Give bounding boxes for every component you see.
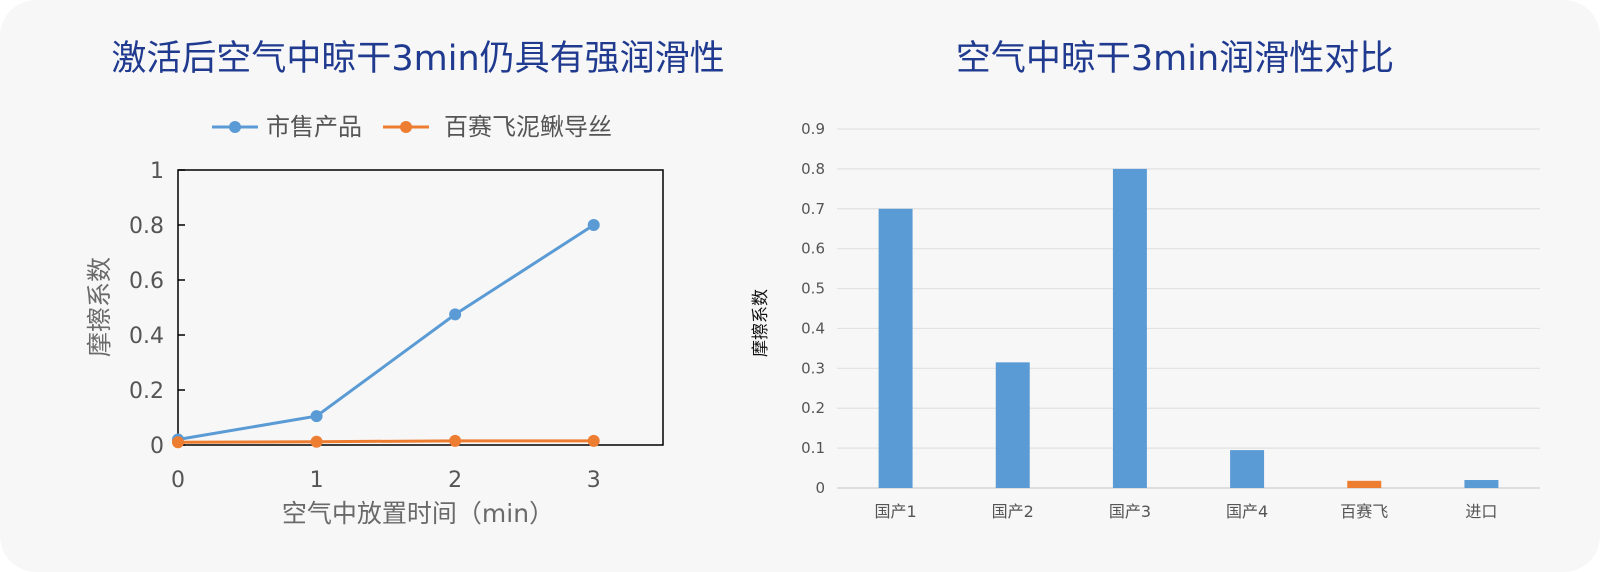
left-chart-title: 激活后空气中晾干3min仍具有强润滑性: [111, 39, 724, 79]
left-x-tick-label: 1: [310, 468, 324, 493]
right-bar-4: [1230, 450, 1265, 488]
right-category-label: 进口: [1465, 502, 1497, 521]
left-series-layer: [172, 219, 600, 449]
right-bar-1: [878, 208, 913, 488]
right-y-tick-label: 0.3: [801, 359, 825, 377]
right-bars-layer: [878, 168, 1499, 488]
right-y-ticks: 0 0.1 0.2 0.3 0.4 0.5 0.6 0.7 0.8 0.9: [801, 120, 825, 497]
left-y-tick-label: 0.4: [129, 324, 164, 349]
left-y-tick-label: 0.8: [129, 214, 164, 239]
left-series-2-point: [310, 435, 323, 448]
left-series-line-1: [177, 223, 595, 441]
legend-label-series-2: 百赛飞泥鳅导丝: [444, 113, 612, 141]
right-y-tick-label: 0.9: [801, 120, 825, 138]
left-y-axis-label: 摩擦系数: [85, 257, 114, 357]
left-y-tick-label: 1: [150, 159, 164, 184]
left-x-ticks: 0 1 2 3: [171, 438, 601, 493]
legend-marker-series-1: [229, 121, 241, 133]
right-y-tick-label: 0.5: [801, 280, 825, 298]
right-category-labels: 国产1 国产2 国产3 国产4 百赛飞 进口: [874, 502, 1497, 521]
right-bar-2: [995, 362, 1030, 488]
left-series-1-point: [449, 308, 462, 321]
left-x-axis-label: 空气中放置时间（min）: [282, 499, 554, 528]
right-bar-3: [1112, 168, 1147, 488]
left-legend: 市售产品 百赛飞泥鳅导丝: [212, 113, 612, 141]
right-y-tick-label: 0.1: [801, 439, 825, 457]
left-series-1-point: [310, 410, 323, 423]
left-series-2-point: [172, 436, 184, 449]
right-y-tick-label: 0.7: [801, 200, 825, 218]
left-y-tick-label: 0.2: [129, 379, 164, 404]
right-chart-title: 空气中晾干3min润滑性对比: [956, 39, 1394, 79]
right-category-label: 百赛飞: [1340, 502, 1388, 521]
left-plot-frame: [177, 169, 664, 446]
left-x-tick-label: 0: [171, 468, 185, 493]
right-gridlines: [837, 128, 1540, 489]
right-category-label: 国产3: [1109, 502, 1151, 521]
left-series-1-point: [587, 219, 600, 231]
right-y-tick-label: 0: [815, 479, 825, 497]
right-category-label: 国产1: [874, 502, 916, 521]
right-bar-5: [1347, 480, 1382, 488]
left-series-2-point: [587, 434, 600, 447]
legend-marker-series-2: [400, 121, 412, 133]
left-y-ticks: 0 0.2 0.4 0.6 0.8 1: [129, 159, 185, 459]
right-y-axis-label: 摩擦系数: [751, 289, 771, 357]
left-y-tick-label: 0: [150, 434, 164, 459]
right-category-label: 国产4: [1226, 502, 1268, 521]
left-series-2-point: [449, 434, 462, 447]
right-y-tick-label: 0.2: [801, 399, 825, 417]
legend-label-series-1: 市售产品: [266, 113, 362, 141]
right-y-tick-label: 0.4: [801, 319, 825, 337]
left-x-tick-label: 2: [448, 468, 462, 493]
right-bar-6: [1464, 480, 1499, 488]
right-y-tick-label: 0.8: [801, 160, 825, 178]
right-y-tick-label: 0.6: [801, 240, 825, 258]
left-x-tick-label: 3: [587, 468, 601, 493]
right-category-label: 国产2: [992, 502, 1034, 521]
left-y-tick-label: 0.6: [129, 269, 164, 294]
left-series-line-2: [177, 439, 594, 444]
